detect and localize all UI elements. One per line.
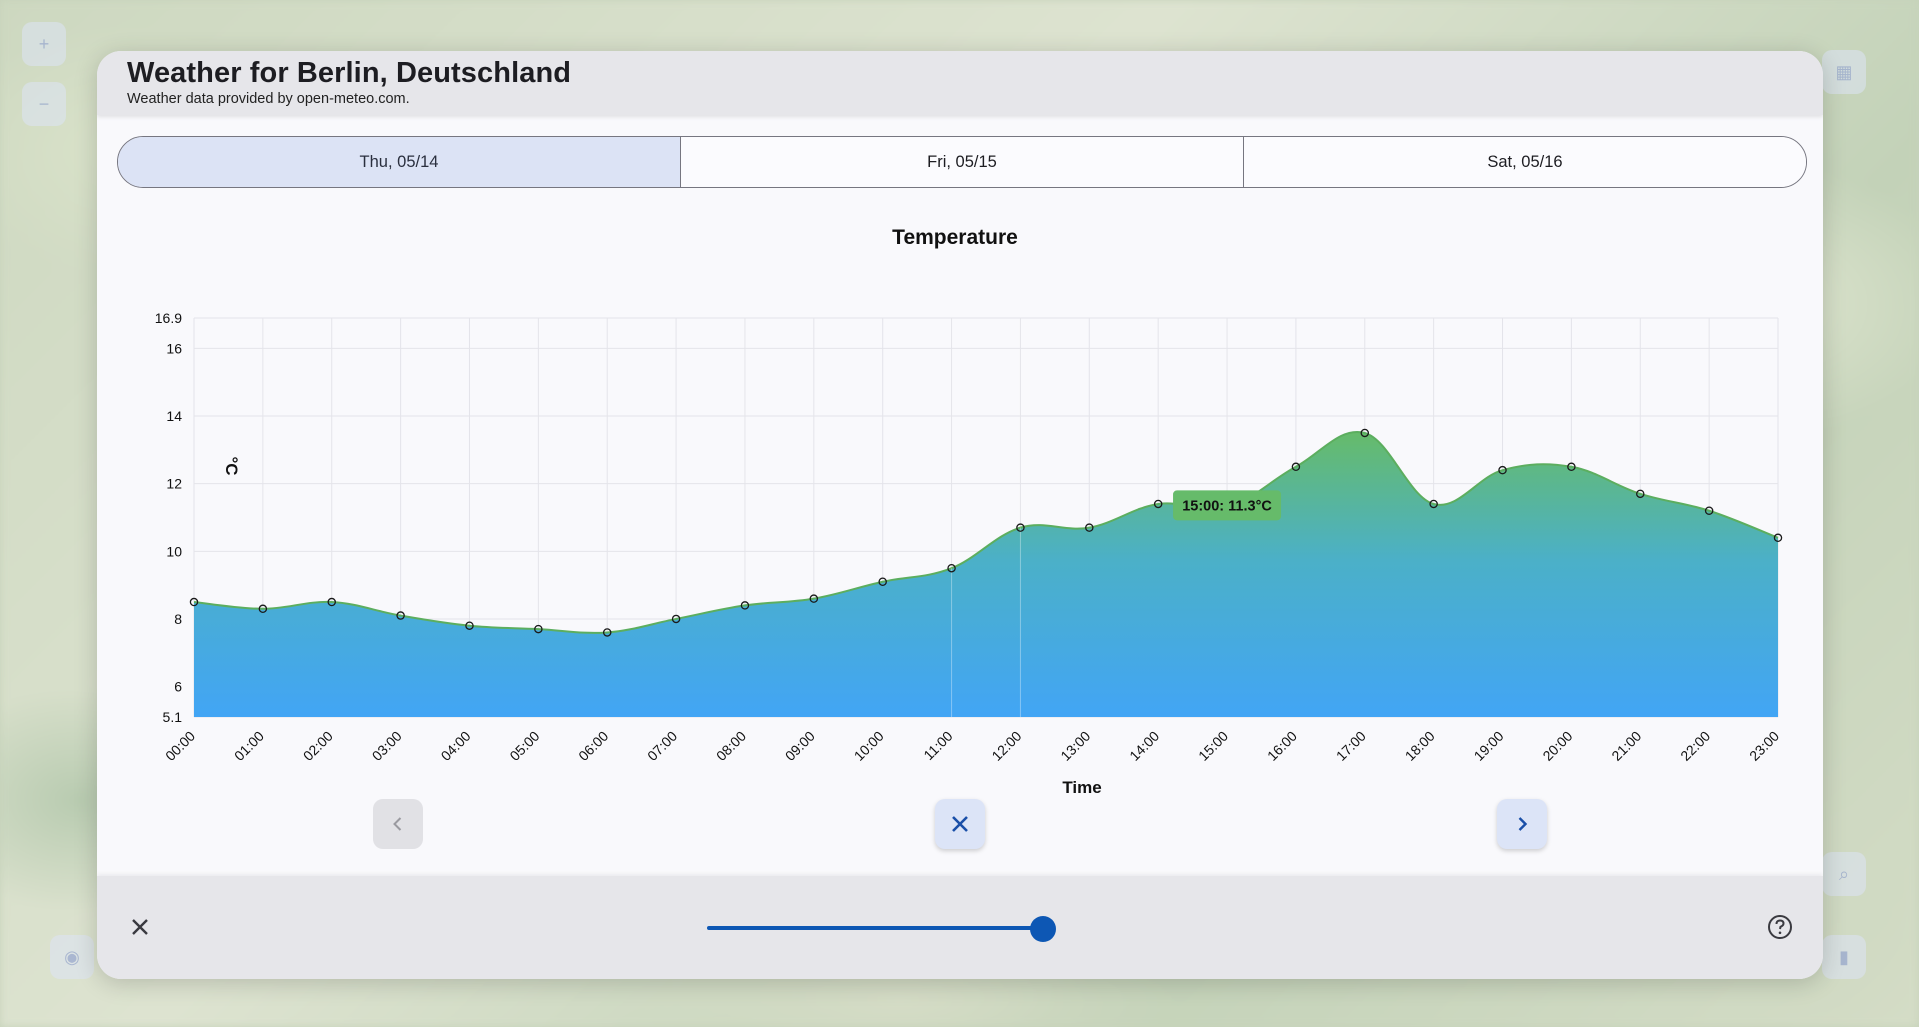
x-tick-label: 11:00 bbox=[920, 728, 956, 764]
x-tick-label: 13:00 bbox=[1057, 728, 1093, 764]
y-tick-label: 8 bbox=[174, 611, 182, 627]
y-tick-label: 6 bbox=[174, 679, 182, 695]
location-icon: ◉ bbox=[64, 946, 80, 967]
x-tick-label: 22:00 bbox=[1677, 728, 1713, 764]
x-tick-label: 09:00 bbox=[782, 728, 818, 764]
temperature-chart: Temperature 5.1 6 8 10 12 14 16 16.9 °C 00:00 01… bbox=[97, 201, 1823, 801]
x-tick-label: 04:00 bbox=[438, 728, 474, 764]
data-point[interactable] bbox=[602, 628, 612, 637]
data-point[interactable] bbox=[1360, 428, 1370, 438]
previous-day-button[interactable] bbox=[373, 799, 423, 849]
temperature-line bbox=[193, 430, 1779, 634]
x-tick-label: 06:00 bbox=[575, 728, 611, 764]
data-point[interactable] bbox=[1153, 499, 1163, 509]
map-layers-button[interactable]: ▦ bbox=[1822, 50, 1866, 94]
plus-icon: + bbox=[38, 33, 50, 54]
map-location-button[interactable]: ◉ bbox=[50, 935, 94, 979]
chart-tooltip: 15:00: 11.3°C bbox=[1173, 490, 1282, 521]
x-tick-label: 15:00 bbox=[1195, 728, 1231, 764]
y-tick-label: 16.9 bbox=[155, 310, 182, 326]
day-tabs: Thu, 05/14 Fri, 05/15 Sat, 05/16 bbox=[117, 136, 1807, 188]
y-tick-label: 12 bbox=[166, 476, 182, 492]
map-zoom-out-button[interactable]: − bbox=[22, 82, 66, 126]
close-icon bbox=[132, 919, 148, 935]
data-point[interactable] bbox=[534, 624, 543, 634]
data-point[interactable] bbox=[1567, 462, 1576, 472]
data-point[interactable] bbox=[1704, 506, 1714, 515]
data-point[interactable] bbox=[1636, 489, 1645, 499]
tab-day-2[interactable]: Fri, 05/15 bbox=[680, 137, 1243, 187]
y-tick-label: 14 bbox=[166, 408, 182, 424]
x-tick-label: 19:00 bbox=[1471, 728, 1507, 764]
y-tick-label: 16 bbox=[166, 340, 182, 356]
x-tick-label: 05:00 bbox=[506, 728, 542, 764]
help-button[interactable] bbox=[1765, 912, 1795, 942]
minus-icon: − bbox=[38, 93, 50, 114]
slider-track bbox=[707, 926, 1043, 930]
dialog-subtitle: Weather data provided by open-meteo.com. bbox=[127, 91, 410, 107]
data-point[interactable] bbox=[809, 594, 819, 603]
chart-title: Temperature bbox=[892, 226, 1018, 249]
x-tick-label: 14:00 bbox=[1126, 728, 1162, 764]
map-search-button[interactable]: ⌕ bbox=[1822, 852, 1866, 896]
close-chart-button[interactable] bbox=[935, 799, 985, 849]
data-point[interactable] bbox=[1773, 533, 1783, 543]
data-point[interactable] bbox=[396, 611, 405, 620]
x-tick-label: 01:00 bbox=[231, 728, 267, 764]
close-icon bbox=[952, 816, 968, 832]
x-tick-label: 16:00 bbox=[1264, 728, 1300, 764]
dialog-title: Weather for Berlin, Deutschland bbox=[127, 57, 572, 89]
search-icon: ⌕ bbox=[1838, 863, 1850, 884]
layers-icon: ▦ bbox=[1835, 61, 1853, 82]
map-zoom-in-button[interactable]: + bbox=[22, 22, 66, 66]
data-point[interactable] bbox=[1429, 499, 1438, 509]
x-tick-label: 02:00 bbox=[300, 728, 336, 764]
x-tick-label: 20:00 bbox=[1539, 728, 1575, 764]
x-tick-label: 17:00 bbox=[1333, 728, 1369, 764]
x-tick-label: 07:00 bbox=[644, 728, 680, 764]
data-point[interactable] bbox=[465, 621, 474, 630]
tab-day-1[interactable]: Thu, 05/14 bbox=[118, 137, 680, 187]
tab-day-3[interactable]: Sat, 05/16 bbox=[1243, 137, 1806, 187]
data-point[interactable] bbox=[189, 597, 199, 607]
data-point[interactable] bbox=[1291, 462, 1301, 472]
next-day-button[interactable] bbox=[1497, 799, 1547, 849]
chevron-left-icon bbox=[393, 817, 402, 831]
data-point[interactable] bbox=[671, 614, 681, 624]
x-tick-label: 23:00 bbox=[1746, 728, 1782, 764]
data-point[interactable] bbox=[878, 577, 887, 586]
x-tick-label: 10:00 bbox=[851, 728, 887, 764]
x-tick-label: 21:00 bbox=[1608, 728, 1644, 764]
data-point[interactable] bbox=[258, 604, 268, 614]
tooltip-text: 15:00: 11.3°C bbox=[1182, 498, 1272, 514]
x-tick-label: 03:00 bbox=[369, 728, 405, 764]
x-tick-label: 12:00 bbox=[988, 728, 1024, 764]
x-tick-label: 08:00 bbox=[713, 728, 749, 764]
temperature-area bbox=[194, 431, 1778, 717]
y-tick-label: 5.1 bbox=[163, 709, 183, 725]
data-point[interactable] bbox=[740, 601, 750, 610]
x-tick-label: 00:00 bbox=[162, 728, 198, 764]
opacity-slider[interactable] bbox=[707, 916, 1061, 942]
data-point[interactable] bbox=[1085, 523, 1094, 532]
data-point[interactable] bbox=[1016, 523, 1025, 532]
y-tick-label: 10 bbox=[166, 543, 182, 559]
data-point[interactable] bbox=[947, 563, 956, 573]
bottom-toolbar bbox=[97, 876, 1823, 979]
slider-thumb[interactable] bbox=[1030, 916, 1056, 942]
y-axis-label: °C bbox=[222, 456, 241, 475]
x-tick-label: 18:00 bbox=[1402, 728, 1438, 764]
help-circle-icon bbox=[1768, 915, 1792, 939]
data-point[interactable] bbox=[1498, 465, 1507, 475]
chevron-right-icon bbox=[1518, 817, 1528, 831]
close-dialog-button[interactable] bbox=[125, 912, 155, 942]
data-point[interactable] bbox=[327, 597, 336, 607]
trash-icon: ▮ bbox=[1839, 946, 1849, 967]
temperature-chart-svg: Temperature 5.1 6 8 10 12 14 16 16.9 °C 00:00 01… bbox=[155, 226, 1783, 797]
x-axis-label: Time bbox=[1062, 778, 1101, 797]
weather-dialog: Weather for Berlin, Deutschland Weather … bbox=[97, 51, 1823, 979]
map-trash-button[interactable]: ▮ bbox=[1822, 935, 1866, 979]
dialog-header: Weather for Berlin, Deutschland Weather … bbox=[97, 51, 1823, 115]
